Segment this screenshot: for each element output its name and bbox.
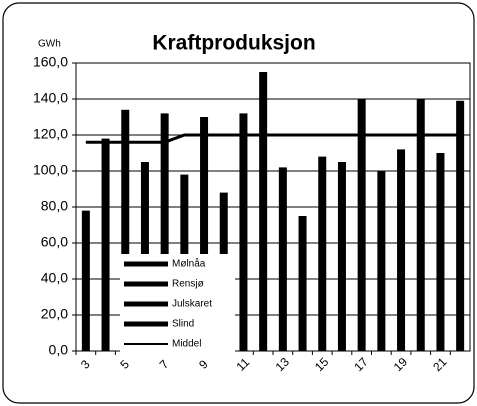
y-tick-label: 60,0 [41,234,68,250]
bar [357,99,366,351]
bar [121,109,130,351]
bar [318,156,327,351]
y-tick-label: 0,0 [49,342,69,358]
bar [436,153,445,351]
legend: Mølnåa Rensjø Julskaret Slind Middel [120,254,235,356]
legend-label: Slind [172,319,194,330]
bar [259,72,268,351]
y-tick-label: 160,0 [33,54,68,70]
bar [200,117,209,351]
bar [377,171,386,351]
bar [81,210,90,351]
bar [101,138,110,351]
bar [278,167,287,351]
y-tick-label: 80,0 [41,198,68,214]
bar [239,113,248,352]
legend-label: Julskaret [172,299,212,310]
bar [397,149,406,351]
y-tick-label: 120,0 [33,126,68,142]
y-tick-label: 100,0 [33,162,68,178]
line [85,133,461,144]
bar [337,162,346,351]
y-axis-label: GWh [38,39,61,50]
bar [160,113,169,352]
bar [298,216,307,351]
bar [456,100,465,351]
chart-title: Kraftproduksjon [152,32,315,55]
legend-label: Mølnåa [172,258,206,270]
y-tick-label: 140,0 [33,90,68,106]
legend-label: Rensjø [172,279,204,290]
legend-label: Middel [172,339,201,350]
bar [416,99,425,351]
y-tick-label: 40,0 [41,270,68,286]
y-tick-label: 20,0 [41,306,68,322]
